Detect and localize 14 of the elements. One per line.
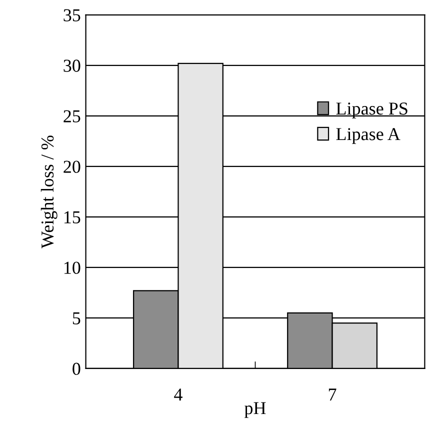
y-axis-title: Weight loss / % <box>40 136 58 248</box>
x-tick-label: 7 <box>328 388 336 400</box>
x-axis-title: pH <box>244 402 266 418</box>
y-tick-label: 5 <box>72 312 80 324</box>
y-tick-label: 15 <box>64 211 80 224</box>
legend-label: Lipase PS <box>336 102 408 118</box>
x-tick-label: 4 <box>174 388 182 400</box>
y-tick-label: 20 <box>64 160 80 173</box>
legend-label: Lipase A <box>336 128 400 144</box>
y-tick-label: 0 <box>72 362 80 375</box>
y-tick-label: 30 <box>64 60 80 72</box>
y-tick-label: 10 <box>64 262 80 274</box>
y-tick-label: 25 <box>64 110 80 122</box>
y-tick-label: 35 <box>64 9 80 22</box>
